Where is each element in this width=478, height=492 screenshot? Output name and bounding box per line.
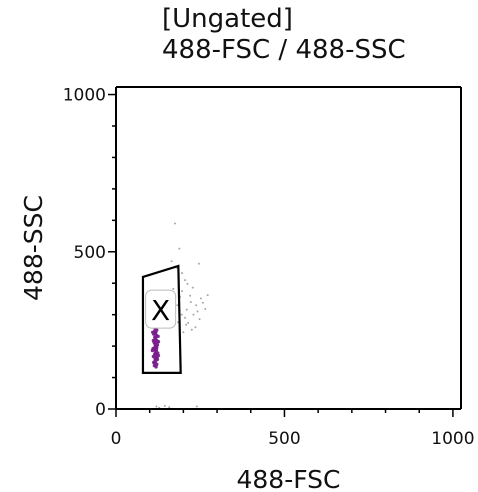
data-point [154, 348, 159, 352]
data-point [187, 321, 190, 324]
data-point [185, 308, 188, 311]
data-point [195, 405, 198, 408]
data-point [180, 313, 183, 316]
x-tick-label: 1000 [431, 429, 474, 449]
data-point [154, 341, 158, 345]
gate-layer[interactable]: X [141, 264, 182, 374]
data-point [181, 272, 184, 275]
data-point [206, 294, 209, 297]
data-point [151, 338, 156, 343]
x-tick-label: 0 [111, 429, 122, 449]
data-point [192, 313, 195, 316]
x-axis-title: 488-FSC [236, 465, 340, 492]
data-point [197, 262, 200, 265]
gate-label-box[interactable] [145, 289, 177, 329]
data-point [198, 318, 201, 321]
y-ticks: 0 500 1000 [63, 86, 116, 420]
data-point [201, 301, 204, 304]
y-axis-title: 488-SSC [19, 195, 48, 301]
data-point [170, 260, 173, 263]
data-point [178, 247, 181, 250]
data-point [152, 360, 156, 365]
plot-title-block: [Ungated] 488-FSC / 488-SSC [162, 3, 406, 66]
data-point [191, 286, 194, 289]
data-point [163, 404, 166, 407]
data-point [168, 406, 171, 409]
y-tick-label: 500 [74, 243, 106, 263]
data-point [194, 326, 197, 329]
data-point [184, 279, 187, 282]
gate-title: [Ungated] [162, 4, 293, 34]
data-point [154, 356, 158, 360]
data-point [181, 290, 184, 293]
data-point [204, 308, 207, 311]
data-point [156, 334, 160, 339]
data-point [190, 328, 193, 331]
data-point [154, 330, 158, 334]
data-point [176, 304, 179, 307]
data-point [185, 323, 188, 326]
data-point [153, 345, 157, 349]
data-point [172, 287, 175, 290]
gate-polygon[interactable] [141, 264, 182, 374]
y-tick-label: 0 [95, 400, 106, 420]
data-point [182, 331, 185, 334]
y-tick-label: 1000 [63, 86, 106, 106]
data-point [154, 365, 158, 369]
data-point [173, 222, 176, 225]
data-point [153, 351, 158, 356]
x-ticks: 0 500 1000 [111, 409, 475, 449]
data-point [195, 304, 198, 307]
data-point [186, 282, 189, 285]
data-point [196, 310, 199, 313]
data-point [156, 353, 161, 358]
data-point [189, 301, 192, 304]
data-point [189, 294, 192, 297]
data-point [155, 405, 158, 408]
gate-label: X [151, 294, 170, 327]
data-point [153, 336, 158, 340]
x-tick-label: 500 [268, 429, 300, 449]
data-point [150, 348, 155, 353]
plot-title: 488-FSC / 488-SSC [162, 35, 406, 65]
data-point [199, 297, 202, 300]
data-point [184, 316, 187, 319]
